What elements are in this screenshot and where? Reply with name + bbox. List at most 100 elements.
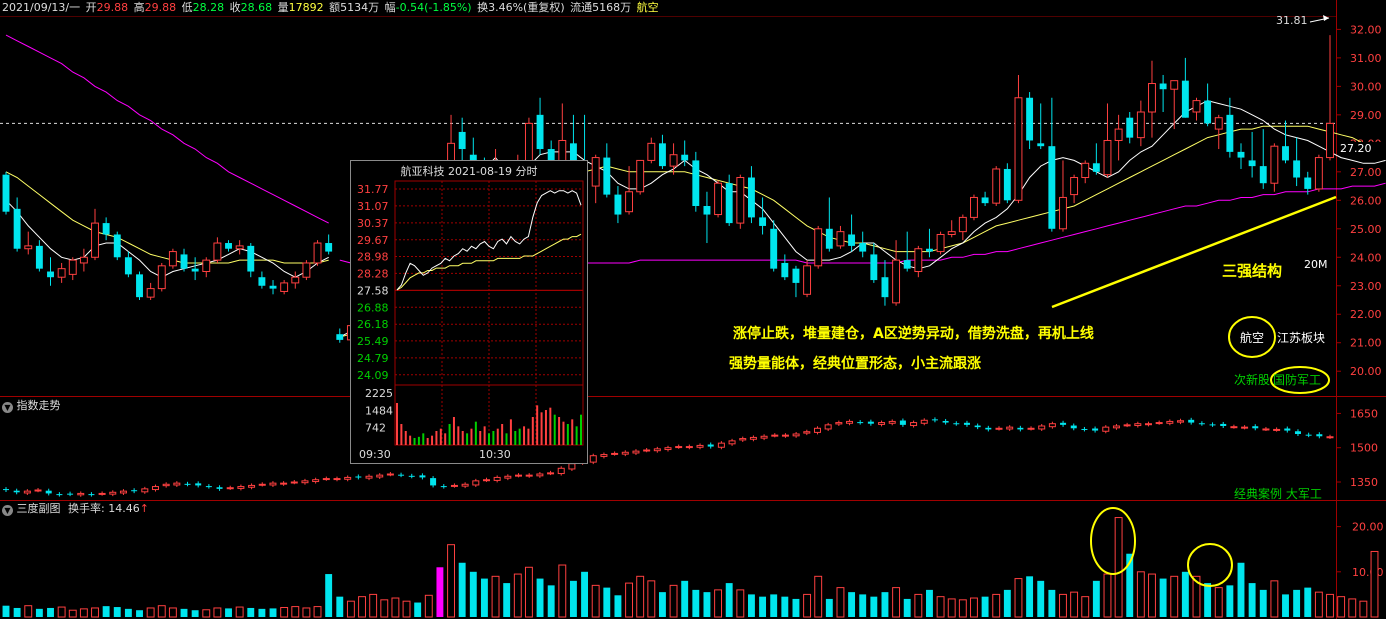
- collapse-icon[interactable]: ▼: [2, 402, 13, 413]
- inset-price-label: 24.79: [357, 352, 389, 365]
- candle-body: [958, 216, 967, 233]
- index-candle: [1017, 425, 1024, 432]
- turnover-bar: [1070, 591, 1079, 618]
- candle: [68, 257, 77, 281]
- index-candle: [771, 433, 779, 438]
- turnover-bar: [792, 598, 800, 617]
- index-body: [131, 490, 138, 492]
- index-body: [568, 463, 576, 470]
- candle-body: [1248, 160, 1256, 167]
- index-body: [1209, 424, 1216, 426]
- index-candle: [398, 472, 405, 478]
- turnover-bar: [1170, 575, 1179, 618]
- candle: [1314, 154, 1323, 192]
- index-body: [376, 474, 384, 478]
- turnover-bar: [247, 607, 255, 617]
- index-body: [846, 420, 854, 424]
- index-body: [1144, 423, 1152, 426]
- turnover-bar: [770, 594, 778, 617]
- index-candle: [621, 450, 629, 457]
- highlight-ellipses: [1090, 316, 1330, 587]
- index-candle: [376, 473, 384, 479]
- index-candle: [1038, 424, 1046, 431]
- candle-body: [1282, 146, 1289, 161]
- candle: [1248, 131, 1256, 178]
- candle-body: [1159, 83, 1167, 90]
- candle-body: [825, 228, 833, 249]
- index-candle: [1048, 421, 1056, 429]
- tag-military: 国防军工: [1273, 373, 1322, 387]
- index-body: [461, 483, 469, 487]
- index-candle: [151, 484, 159, 492]
- turnover-bar: [1136, 571, 1145, 618]
- index-body: [675, 446, 683, 449]
- candle: [1114, 114, 1123, 161]
- index-candle: [205, 484, 212, 489]
- index-candle: [1209, 422, 1216, 427]
- index-candle: [632, 449, 640, 455]
- turnover-bar: [603, 587, 611, 617]
- index-body: [963, 422, 970, 425]
- candle: [536, 97, 544, 155]
- candle: [280, 280, 289, 295]
- ellipse-aviation: [1228, 316, 1276, 358]
- candle: [736, 174, 745, 229]
- index-body: [643, 449, 651, 452]
- tag-new-stock: 次新股: [1234, 373, 1271, 387]
- candle-body: [1126, 117, 1134, 138]
- index-candle: [386, 472, 394, 477]
- collapse-icon[interactable]: ▼: [2, 505, 13, 516]
- inset-price-line: [396, 190, 582, 291]
- inset-avg-line: [396, 233, 582, 291]
- candle-body: [870, 254, 878, 281]
- candle: [1214, 114, 1223, 150]
- scale-20m-label: 20M: [1304, 258, 1328, 271]
- index-body: [685, 446, 693, 449]
- turnover-bar: [703, 592, 711, 617]
- turnover-bar: [491, 575, 500, 618]
- turnover-bar: [124, 608, 132, 617]
- index-candle: [696, 443, 704, 450]
- index-body: [269, 482, 277, 486]
- candle: [91, 208, 99, 261]
- candle: [1326, 35, 1334, 161]
- index-candle: [355, 474, 362, 480]
- candle: [269, 280, 277, 295]
- candle-body: [136, 274, 143, 298]
- turnover-bar: [325, 574, 333, 617]
- index-body: [472, 480, 480, 486]
- turnover-bar: [725, 583, 733, 617]
- turnover-bar: [1237, 562, 1245, 617]
- index-candle: [1198, 421, 1205, 426]
- candle: [625, 166, 634, 215]
- candle: [1170, 80, 1179, 130]
- index-candle: [760, 434, 768, 441]
- turnover-bar: [258, 608, 266, 617]
- index-body: [621, 451, 629, 455]
- turnover-bar: [458, 562, 466, 617]
- price-tick-label: 25.00: [1350, 223, 1382, 236]
- turnover-bar: [781, 596, 789, 617]
- turnover-bar: [625, 582, 634, 618]
- index-candle: [942, 418, 949, 425]
- candle: [35, 240, 43, 272]
- index-candle: [77, 491, 85, 497]
- candle: [892, 240, 901, 306]
- index-body: [867, 421, 874, 424]
- turnover-bar: [1037, 580, 1045, 617]
- index-body: [56, 494, 63, 496]
- candle: [113, 231, 121, 261]
- index-body: [707, 444, 714, 447]
- price-tick-label: 29.00: [1350, 109, 1382, 122]
- index-body: [88, 494, 95, 496]
- candle: [79, 248, 88, 272]
- candle-body: [47, 271, 54, 278]
- candle-body: [759, 217, 767, 226]
- candle: [1192, 97, 1201, 121]
- structure-label: 三强结构: [1222, 262, 1283, 280]
- index-candle: [1092, 426, 1099, 433]
- header-turnover: 3.46%(重复权): [488, 1, 565, 14]
- candle-body: [803, 265, 812, 295]
- header-turnover-label: 换: [477, 1, 489, 14]
- intraday-title: 航亚科技 2021-08-19 分时: [400, 165, 538, 178]
